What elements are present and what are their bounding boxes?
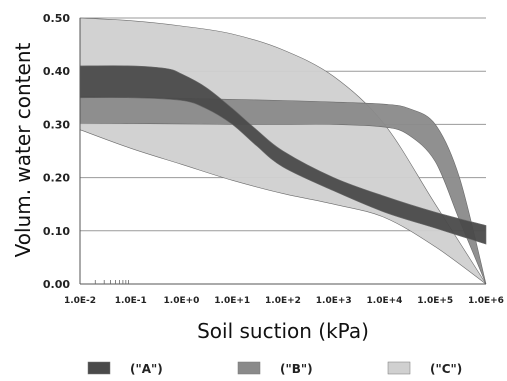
y-tick-label: 0.40 (43, 65, 70, 78)
y-tick-label: 0.50 (43, 12, 70, 25)
x-axis-title: Soil suction (kPa) (197, 319, 369, 343)
x-tick-label: 1.0E+1 (214, 296, 250, 306)
legend-swatch-b (237, 361, 261, 375)
y-tick-labels: 0.00 0.10 0.20 0.30 0.40 0.50 (43, 12, 70, 291)
x-tick-labels: 1.0E-2 1.0E-1 1.0E+0 1.0E+1 1.0E+2 1.0E+3 1.0E… (64, 296, 504, 306)
x-tick-label: 1.0E-1 (115, 296, 147, 306)
data-bands (79, 17, 487, 285)
x-tick-label: 1.0E+2 (265, 296, 301, 306)
legend-label-a: ("A") (130, 362, 163, 376)
y-tick-label: 0.10 (43, 225, 70, 238)
x-minor-ticks (94, 280, 129, 284)
x-tick-label: 1.0E+0 (164, 296, 200, 306)
y-axis-title: Volum. water content (11, 42, 35, 257)
x-tick-label: 1.0E+3 (316, 296, 352, 306)
x-tick-label: 1.0E+4 (367, 296, 403, 306)
legend-swatch-c (387, 361, 411, 375)
legend-label-c: ("C") (430, 362, 462, 376)
x-tick-label: 1.0E-2 (64, 296, 96, 306)
x-tick-label: 1.0E+5 (417, 296, 453, 306)
y-tick-label: 0.00 (43, 278, 70, 291)
y-tick-label: 0.20 (43, 172, 70, 185)
legend-swatch-a (87, 361, 111, 375)
legend: ("A") ("B") ("C") (87, 361, 462, 376)
legend-label-b: ("B") (280, 362, 313, 376)
axes (79, 18, 486, 285)
x-tick-label: 1.0E+6 (468, 296, 504, 306)
band-a (79, 65, 487, 245)
y-tick-label: 0.30 (43, 118, 70, 131)
